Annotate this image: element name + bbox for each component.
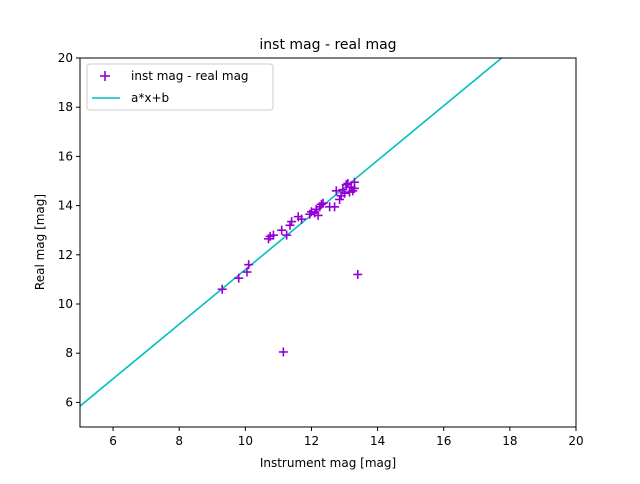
- scatter-point: [242, 267, 252, 277]
- y-tick-label: 14: [58, 199, 73, 213]
- scatter-point: [234, 273, 244, 283]
- scatter-point: [268, 230, 278, 240]
- scatter-point: [313, 210, 323, 220]
- scatter-point: [318, 198, 328, 208]
- y-tick-label: 18: [58, 100, 73, 114]
- plot-frame: [79, 57, 577, 428]
- y-axis-ticks: 6 8 10 12 14 16 18 20: [58, 51, 80, 409]
- scatter-point: [217, 284, 227, 294]
- x-tick-label: 10: [238, 434, 253, 448]
- y-axis-label: Real mag [mag]: [33, 194, 47, 290]
- scatter-point: [282, 230, 292, 240]
- x-tick-label: 18: [502, 434, 517, 448]
- scatter-point: [244, 260, 254, 270]
- x-tick-label: 6: [109, 434, 117, 448]
- y-tick-label: 6: [65, 395, 73, 409]
- y-tick-label: 10: [58, 297, 73, 311]
- y-tick-label: 16: [58, 149, 73, 163]
- legend: inst mag - real mag a*x+b: [86, 63, 274, 111]
- legend-label-fit: a*x+b: [131, 91, 169, 105]
- scatter-points-layer: [217, 177, 363, 357]
- x-tick-label: 20: [568, 434, 583, 448]
- chart-title: inst mag - real mag: [259, 37, 396, 53]
- x-tick-label: 14: [370, 434, 385, 448]
- fit-line: [80, 58, 503, 407]
- x-tick-label: 8: [175, 434, 183, 448]
- legend-box: [86, 63, 274, 111]
- fit-line-layer: [80, 58, 503, 407]
- x-tick-label: 16: [436, 434, 451, 448]
- scatter-point: [349, 183, 359, 193]
- scatter-point: [287, 217, 297, 227]
- scatter-point: [341, 180, 351, 190]
- x-tick-label: 12: [304, 434, 319, 448]
- scatter-point: [340, 188, 350, 198]
- x-axis-ticks: 6 8 10 12 14 16 18 20: [109, 427, 584, 448]
- scatter-point: [316, 199, 326, 209]
- y-tick-label: 8: [65, 346, 73, 360]
- scatter-point: [278, 347, 288, 357]
- scatter-point: [331, 186, 341, 196]
- legend-label-scatter: inst mag - real mag: [131, 69, 249, 83]
- x-axis-label: Instrument mag [mag]: [260, 456, 396, 470]
- scatter-point: [353, 269, 363, 279]
- scatter-point: [297, 214, 307, 224]
- scatter-point: [330, 202, 340, 212]
- y-tick-label: 20: [58, 51, 73, 65]
- y-tick-label: 12: [58, 248, 73, 262]
- scatter-point: [277, 225, 287, 235]
- legend-marker-scatter: [100, 71, 110, 81]
